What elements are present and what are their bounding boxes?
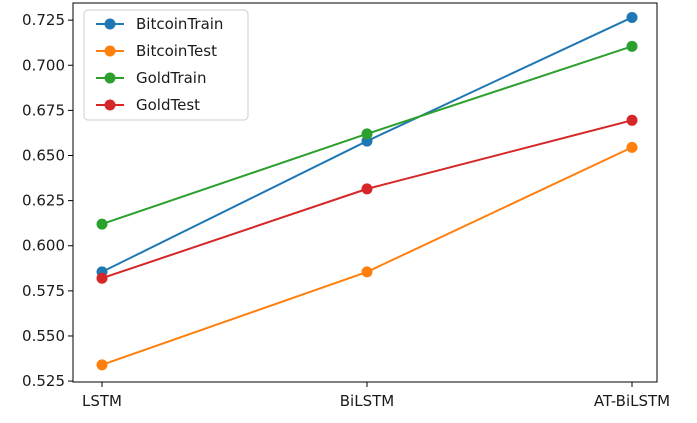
legend-swatch-marker (104, 45, 116, 57)
y-tick-label: 0.625 (22, 192, 65, 210)
legend-label: BitcoinTest (136, 42, 217, 60)
x-tick-label: AT-BiLSTM (594, 392, 670, 410)
data-point (361, 128, 373, 140)
legend-entry: GoldTrain (96, 69, 206, 87)
legend-swatch-marker (104, 18, 116, 30)
legend-swatch-marker (104, 72, 116, 84)
x-axis: LSTM BiLSTM AT-BiLSTM (82, 382, 670, 410)
legend-label: GoldTrain (136, 69, 206, 87)
y-axis: 0.525 0.550 0.575 0.600 0.625 0.650 0.675 0.700… (22, 11, 73, 390)
y-tick-label: 0.575 (22, 282, 65, 300)
data-point (361, 266, 373, 278)
series-goldtest (96, 114, 638, 284)
y-tick-label: 0.550 (22, 327, 65, 345)
y-tick-label: 0.675 (22, 101, 65, 119)
legend-entry: BitcoinTrain (96, 15, 223, 33)
legend: BitcoinTrain BitcoinTest GoldTrain GoldTest (83, 9, 249, 121)
series-layer (96, 11, 638, 371)
legend-entry: GoldTest (96, 96, 200, 114)
data-point (626, 114, 638, 126)
data-point (96, 218, 108, 230)
y-tick-label: 0.700 (22, 56, 65, 74)
plot-frame (72, 2, 658, 383)
data-point (96, 272, 108, 284)
legend-swatch-marker (104, 99, 116, 111)
x-tick-label: LSTM (82, 392, 122, 410)
y-tick-label: 0.525 (22, 372, 65, 390)
legend-entry: BitcoinTest (96, 42, 217, 60)
data-point (626, 11, 638, 23)
series-goldtrain (96, 40, 638, 230)
y-tick-label: 0.600 (22, 237, 65, 255)
y-tick-label: 0.650 (22, 147, 65, 165)
legend-box (83, 9, 249, 121)
series-bitcointest (96, 141, 638, 371)
legend-label: GoldTest (136, 96, 200, 114)
y-tick-label: 0.725 (22, 11, 65, 29)
data-point (626, 141, 638, 153)
data-point (96, 359, 108, 371)
data-point (626, 40, 638, 52)
data-point (361, 183, 373, 195)
legend-label: BitcoinTrain (136, 15, 223, 33)
x-tick-label: BiLSTM (340, 392, 394, 410)
